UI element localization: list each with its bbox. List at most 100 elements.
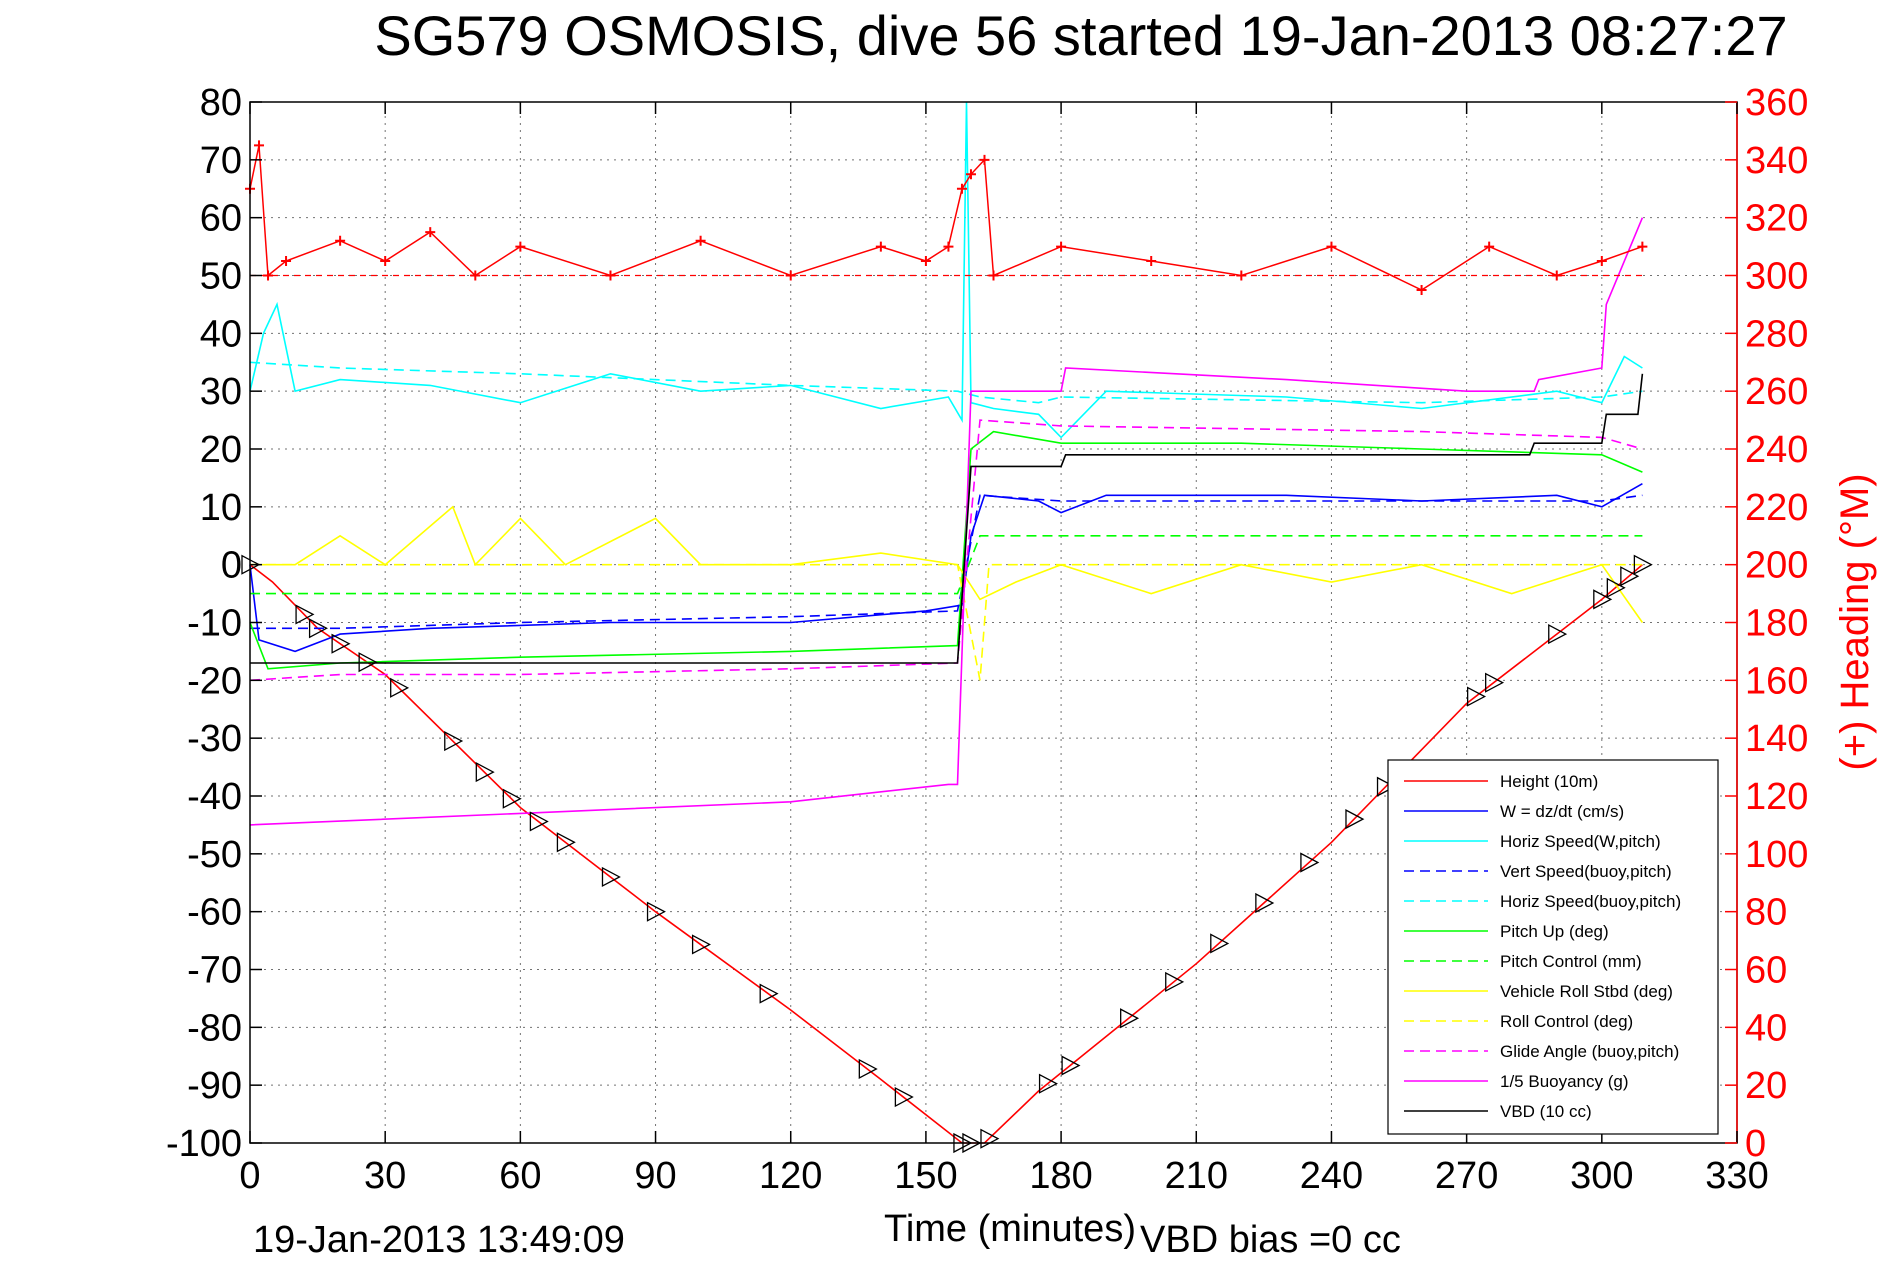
y-right-tick-label: 320 <box>1745 198 1808 240</box>
legend-entry-label: Horiz Speed(W,pitch) <box>1500 832 1661 851</box>
heading-point <box>920 256 931 267</box>
y-tick-label: -70 <box>187 950 242 992</box>
depth-marker <box>390 677 410 698</box>
y-right-tick-label: 280 <box>1745 313 1808 355</box>
x-tick-label: 180 <box>1029 1155 1092 1197</box>
series-line-6 <box>249 430 1643 670</box>
y-tick-label: -10 <box>187 603 242 645</box>
y-tick-label: -40 <box>187 776 242 818</box>
depth-marker <box>331 633 351 654</box>
series-line-2 <box>249 483 1643 653</box>
legend-entry-label: Roll Control (deg) <box>1500 1012 1633 1031</box>
y-right-tick-label: 160 <box>1745 660 1808 702</box>
y-right-tick-label: 240 <box>1745 429 1808 471</box>
chart-title: SG579 OSMOSIS, dive 56 started 19-Jan-20… <box>374 4 1787 67</box>
legend: Height (10m) W = dz/dt (cm/s) Horiz Speed(… <box>1387 759 1719 1135</box>
depth-marker <box>858 1058 878 1080</box>
heading-point <box>943 241 954 252</box>
y-tick-label: -30 <box>187 718 242 760</box>
y-tick-label: -80 <box>187 1007 242 1049</box>
x-tick-label: 0 <box>239 1155 260 1197</box>
heading-point <box>1416 284 1427 295</box>
series-layer <box>249 101 1644 1144</box>
series-line-8 <box>250 505 1644 623</box>
y-tick-label: -100 <box>166 1123 242 1165</box>
heading-layer <box>245 140 1648 295</box>
x-axis-ticks: 0 30 60 90 120 150 180 210 240 270 300 330 <box>239 102 1769 1197</box>
y-right-tick-label: 220 <box>1745 487 1808 529</box>
series-line-10 <box>249 419 1643 682</box>
y-right-tick-label: 100 <box>1745 834 1808 876</box>
depth-marker <box>1376 776 1396 797</box>
depth-marker <box>1061 1055 1081 1076</box>
y-right-tick-label: 0 <box>1745 1123 1766 1165</box>
depth-marker <box>1345 809 1365 830</box>
heading-point <box>1551 270 1562 281</box>
heading-line <box>249 145 1643 291</box>
depth-marker <box>308 618 328 639</box>
depth-marker <box>1548 623 1568 645</box>
depth-marker <box>1165 971 1185 992</box>
x-tick-label: 120 <box>759 1155 822 1197</box>
heading-point <box>988 270 999 281</box>
heading-point <box>425 227 436 238</box>
y-tick-label: 30 <box>200 371 242 413</box>
legend-box <box>1387 759 1719 1135</box>
legend-entry-label: Glide Angle (buoy,pitch) <box>1500 1042 1679 1061</box>
heading-point <box>785 270 796 281</box>
depth-marker <box>1620 566 1640 587</box>
heading-point <box>1484 241 1495 252</box>
y-tick-label: 10 <box>200 487 242 529</box>
y-tick-label: 40 <box>200 313 242 355</box>
heading-point <box>515 241 526 252</box>
depth-marker <box>759 983 779 1004</box>
y-right-tick-label: 360 <box>1745 82 1808 124</box>
footer-timestamp: 19-Jan-2013 13:49:09 <box>253 1219 625 1261</box>
y-tick-label: 80 <box>200 82 242 124</box>
y-right-tick-label: 40 <box>1745 1007 1787 1049</box>
legend-entry-label: 1/5 Buoyancy (g) <box>1500 1072 1629 1091</box>
y-right-tick-label: 20 <box>1745 1065 1787 1107</box>
depth-marker <box>556 832 576 853</box>
y-tick-label: 50 <box>200 256 242 298</box>
heading-point <box>875 241 886 252</box>
y-tick-label: 0 <box>221 545 242 587</box>
series-line-7 <box>250 535 1643 595</box>
x-axis-label: Time (minutes) <box>884 1208 1136 1250</box>
depth-marker <box>529 811 549 832</box>
y-axis-right-ticks: 3603403203002802602402202001801601401201… <box>1725 82 1808 1165</box>
depth-marker <box>1606 577 1626 598</box>
heading-point <box>281 256 292 267</box>
heading-point <box>1146 256 1157 267</box>
series-line-4 <box>250 494 1643 630</box>
series-line-12 <box>250 373 1644 664</box>
depth-marker <box>295 604 315 625</box>
series-line-3 <box>249 101 1643 439</box>
x-tick-label: 150 <box>894 1155 957 1197</box>
x-tick-label: 330 <box>1705 1155 1768 1197</box>
depth-marker <box>444 730 464 752</box>
y-right-tick-label: 260 <box>1745 371 1808 413</box>
depth-marker <box>646 901 666 922</box>
y-tick-label: 60 <box>200 198 242 240</box>
y-axis-left-ticks: 80 70 60 50 40 30 20 10 0 -10 -20 -30 -40 -50 -60 -70 -8… <box>166 82 262 1165</box>
series-line-11 <box>249 217 1644 826</box>
legend-entry-label: W = dz/dt (cm/s) <box>1500 802 1624 821</box>
depth-marker <box>1255 892 1275 914</box>
depth-marker <box>1593 589 1613 610</box>
y-right-tick-label: 180 <box>1745 603 1808 645</box>
depth-marker <box>1467 686 1487 707</box>
depth-marker <box>1300 852 1320 873</box>
y-tick-label: -50 <box>187 834 242 876</box>
heading-point <box>965 169 976 180</box>
depth-marker <box>502 788 522 809</box>
x-tick-label: 270 <box>1435 1155 1498 1197</box>
heading-point <box>254 140 265 151</box>
legend-entry-label: Pitch Control (mm) <box>1500 952 1642 971</box>
heading-point <box>695 235 706 246</box>
depth-marker <box>691 934 711 955</box>
depth-marker <box>894 1086 914 1108</box>
legend-entry-label: Height (10m) <box>1500 772 1598 791</box>
y-right-tick-label: 80 <box>1745 892 1787 934</box>
